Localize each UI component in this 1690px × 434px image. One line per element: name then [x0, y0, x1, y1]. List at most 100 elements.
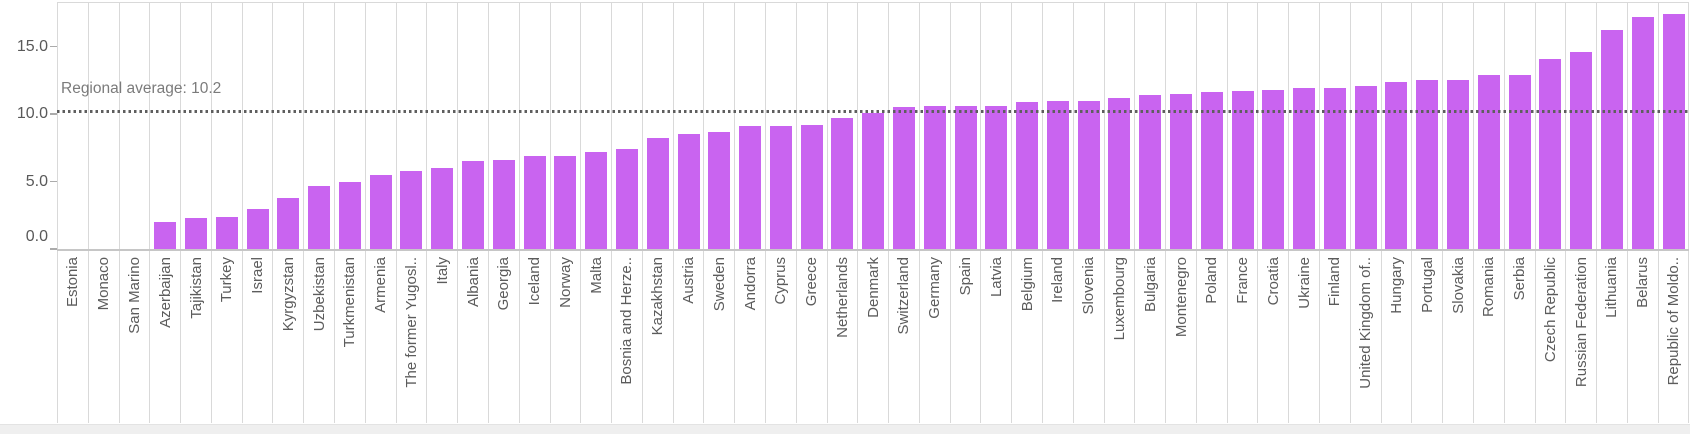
bar[interactable]	[585, 151, 608, 249]
bar[interactable]	[1231, 91, 1254, 249]
regional-average-label: Regional average: 10.2	[61, 80, 222, 98]
bar-slot	[1443, 2, 1473, 249]
x-axis-label: Malta	[587, 257, 605, 294]
bar[interactable]	[1508, 74, 1531, 249]
bar[interactable]	[1354, 85, 1377, 249]
bar-column: The former Yugosl..	[395, 2, 427, 423]
x-axis-label: Azerbaijan	[156, 257, 174, 328]
bar[interactable]	[400, 170, 423, 249]
x-label-slot: Kazakhstan	[643, 250, 673, 423]
bar[interactable]	[338, 181, 361, 249]
x-label-slot: Denmark	[858, 250, 888, 423]
x-axis-label: United Kingdom of..	[1357, 257, 1375, 389]
bar[interactable]	[1046, 100, 1069, 249]
x-label-slot: Turkey	[212, 250, 242, 423]
x-label-slot: Ireland	[1043, 250, 1073, 423]
x-axis-label: Lithuania	[1603, 257, 1621, 318]
bar[interactable]	[1447, 80, 1470, 249]
bar[interactable]	[523, 155, 546, 249]
x-axis-line	[57, 249, 1689, 251]
bar[interactable]	[277, 197, 300, 249]
bar-slot	[735, 2, 765, 249]
bar-slot	[981, 2, 1011, 249]
bar[interactable]	[246, 208, 269, 249]
x-label-slot: Portugal	[1412, 250, 1442, 423]
x-axis-label: Czech Republic	[1541, 257, 1559, 363]
bar-column: Turkmenistan	[334, 2, 365, 423]
bar[interactable]	[1139, 95, 1162, 249]
bar[interactable]	[892, 107, 915, 249]
bar-column: Sweden	[703, 2, 734, 423]
bar[interactable]	[554, 155, 577, 249]
bar-column: Montenegro	[1165, 2, 1196, 423]
bar[interactable]	[615, 149, 638, 249]
bar-slot	[181, 2, 211, 249]
bar-column: Slovenia	[1072, 2, 1104, 423]
x-label-slot: Iceland	[520, 250, 550, 423]
bar-column: Lithuania	[1596, 2, 1627, 423]
bar[interactable]	[154, 222, 177, 249]
bar-column: Hungary	[1380, 2, 1412, 423]
bar[interactable]	[1416, 80, 1439, 249]
x-label-slot: Serbia	[1505, 250, 1535, 423]
bar[interactable]	[1170, 93, 1193, 249]
x-axis-label: Serbia	[1511, 257, 1529, 301]
x-axis-label: Portugal	[1418, 257, 1436, 313]
bar[interactable]	[1077, 100, 1100, 249]
bar-slot	[58, 2, 88, 249]
x-label-slot: Monaco	[89, 250, 119, 423]
x-label-slot: Netherlands	[828, 250, 858, 423]
x-axis-label: Ireland	[1049, 257, 1067, 303]
bar[interactable]	[185, 218, 208, 249]
bar[interactable]	[1477, 74, 1500, 249]
bar[interactable]	[923, 105, 946, 249]
bar[interactable]	[462, 161, 485, 249]
bar-column: Republic of Moldo..	[1657, 2, 1690, 423]
bar-column: France	[1226, 2, 1258, 423]
bar[interactable]	[1570, 51, 1593, 249]
bar-slot	[581, 2, 611, 249]
x-axis-label: Kyrgyzstan	[279, 257, 297, 332]
x-axis-label: Turkey	[218, 257, 236, 303]
bar[interactable]	[369, 174, 392, 249]
bar[interactable]	[739, 126, 762, 249]
bar[interactable]	[1323, 88, 1346, 249]
bar[interactable]	[769, 126, 792, 249]
x-axis-label: Latvia	[987, 257, 1005, 298]
bar-slot	[1135, 2, 1165, 249]
bar[interactable]	[1293, 88, 1316, 249]
bar[interactable]	[862, 112, 885, 249]
bar[interactable]	[708, 131, 731, 249]
bar[interactable]	[985, 105, 1008, 249]
bar[interactable]	[1539, 58, 1562, 249]
bar-column: San Marino	[118, 2, 150, 423]
x-label-slot: Russian Federation	[1566, 250, 1596, 423]
x-label-slot: Finland	[1320, 250, 1350, 423]
bar[interactable]	[1600, 30, 1623, 249]
x-axis-label: Norway	[556, 257, 574, 308]
bar[interactable]	[1262, 89, 1285, 249]
bar-column: Armenia	[364, 2, 396, 423]
bar[interactable]	[1385, 81, 1408, 249]
bar[interactable]	[492, 159, 515, 249]
bar[interactable]	[677, 134, 700, 249]
x-label-slot: Georgia	[489, 250, 519, 423]
y-axis-tick-mark	[50, 113, 57, 115]
bar[interactable]	[954, 105, 977, 249]
bar[interactable]	[215, 216, 238, 249]
bar[interactable]	[308, 185, 331, 249]
x-label-slot: France	[1228, 250, 1258, 423]
bar[interactable]	[431, 168, 454, 249]
bar[interactable]	[831, 118, 854, 249]
bar[interactable]	[800, 124, 823, 249]
bar[interactable]	[1108, 97, 1131, 249]
bar[interactable]	[1200, 92, 1223, 249]
bar-slot	[1166, 2, 1196, 249]
x-axis-label: Kazakhstan	[649, 257, 667, 336]
bar[interactable]	[1631, 16, 1654, 249]
bar[interactable]	[646, 138, 669, 249]
x-label-slot: Spain	[951, 250, 981, 423]
bar[interactable]	[1662, 14, 1685, 249]
bar[interactable]	[1016, 101, 1039, 249]
